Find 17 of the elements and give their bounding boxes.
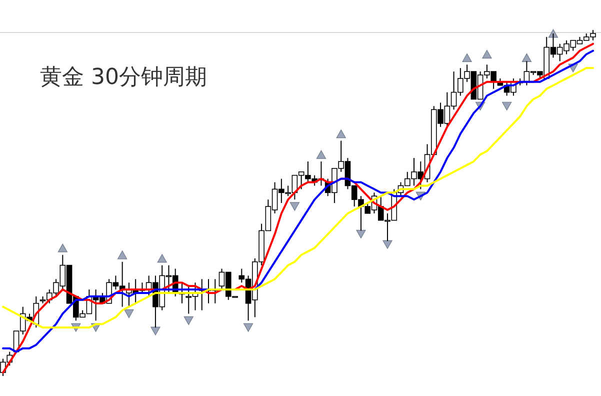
point <box>243 323 254 332</box>
point <box>502 102 512 110</box>
point <box>382 240 392 249</box>
point <box>356 230 366 238</box>
title: 黄金 30分钟周期 <box>40 65 207 90</box>
point <box>157 254 167 263</box>
point <box>184 316 194 325</box>
point <box>336 130 346 138</box>
point <box>118 250 128 260</box>
point <box>482 50 492 59</box>
point <box>58 244 68 252</box>
point <box>522 53 532 62</box>
point <box>316 150 326 159</box>
point <box>290 202 300 211</box>
point <box>124 309 134 318</box>
point <box>462 53 472 62</box>
point <box>150 326 160 336</box>
